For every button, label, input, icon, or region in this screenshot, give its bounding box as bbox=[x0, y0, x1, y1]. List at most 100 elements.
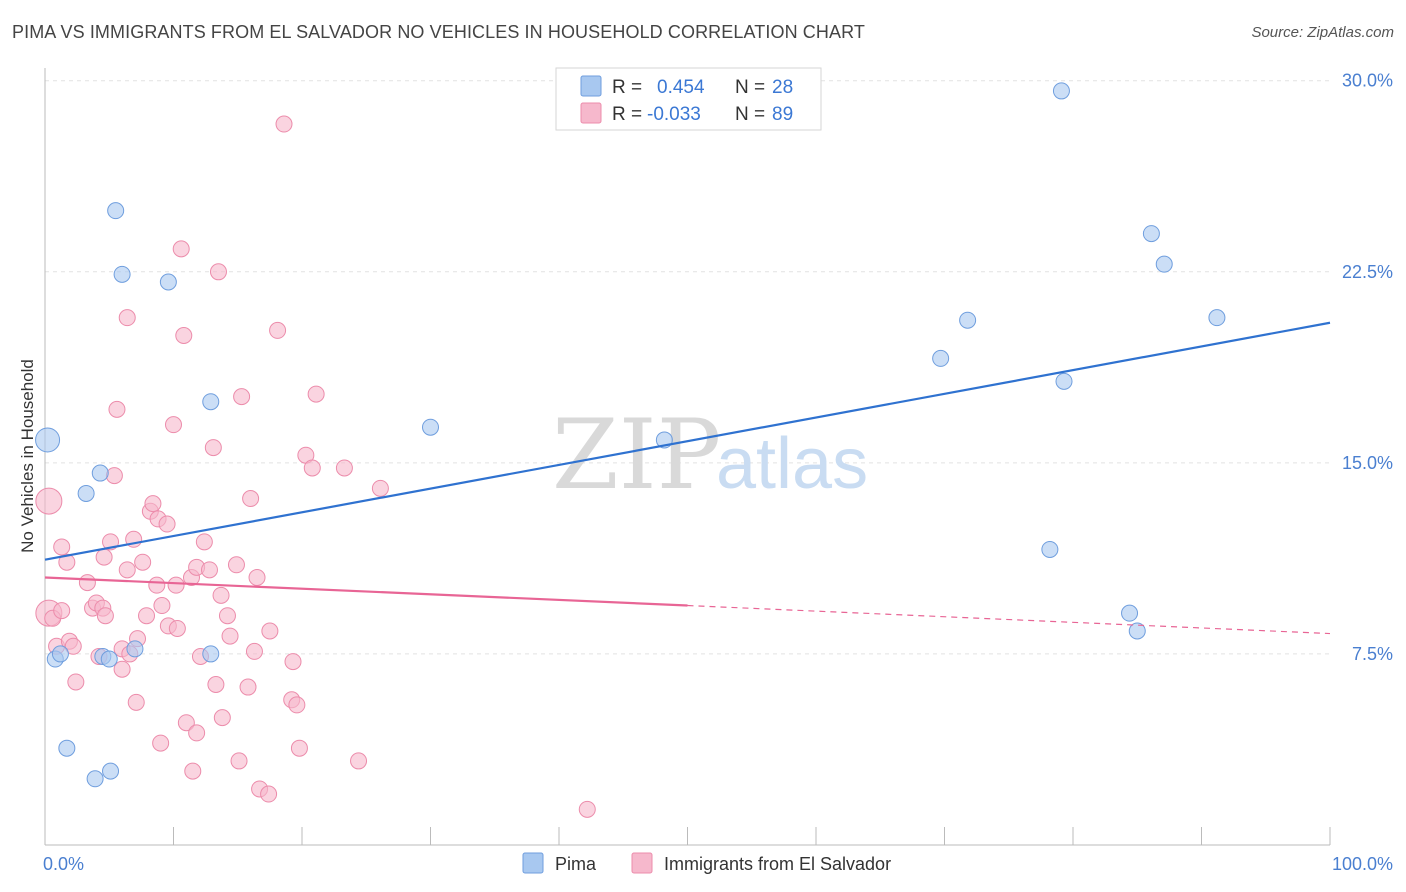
point-el-salvador bbox=[212, 586, 230, 604]
point-el-salvador bbox=[269, 321, 287, 339]
point-pima bbox=[159, 273, 177, 291]
x-tick-label-min: 0.0% bbox=[43, 854, 84, 874]
point-el-salvador bbox=[172, 240, 190, 258]
point-el-salvador bbox=[284, 653, 302, 671]
point-pima bbox=[126, 640, 144, 658]
watermark-atlas: atlas bbox=[716, 424, 868, 504]
point-el-salvador bbox=[127, 693, 145, 711]
point-el-salvador bbox=[213, 709, 231, 727]
point-el-salvador bbox=[148, 576, 166, 594]
legend-bottom: Pima Immigrants from El Salvador bbox=[522, 852, 891, 874]
point-pima bbox=[932, 349, 950, 367]
point-el-salvador bbox=[578, 800, 596, 818]
point-el-salvador bbox=[134, 553, 152, 571]
point-el-salvador bbox=[184, 762, 202, 780]
point-el-salvador bbox=[261, 622, 279, 640]
point-el-salvador bbox=[96, 607, 114, 625]
point-pima bbox=[202, 393, 220, 411]
x-tick-label-max: 100.0% bbox=[1332, 854, 1393, 874]
legend-n-value-2: 89 bbox=[772, 104, 793, 125]
bottom-legend-label-el-salvador: Immigrants from El Salvador bbox=[664, 854, 891, 874]
source-credit: Source: ZipAtlas.com bbox=[1251, 24, 1394, 41]
point-pima bbox=[100, 650, 118, 668]
point-pima bbox=[113, 265, 131, 283]
point-pima bbox=[1128, 622, 1146, 640]
point-el-salvador bbox=[200, 561, 218, 579]
point-el-salvador bbox=[204, 439, 222, 457]
point-pima bbox=[1052, 82, 1070, 100]
point-el-salvador bbox=[242, 490, 260, 508]
legend-n-label-2: N = bbox=[735, 104, 765, 125]
y-axis-title: No Vehicles in Household bbox=[18, 359, 37, 553]
point-el-salvador bbox=[245, 642, 263, 660]
point-el-salvador bbox=[350, 752, 368, 770]
point-el-salvador bbox=[275, 115, 293, 133]
bottom-legend-swatch-pima bbox=[522, 852, 544, 874]
point-el-salvador bbox=[118, 309, 136, 327]
point-pima bbox=[959, 311, 977, 329]
series-pima bbox=[35, 82, 1226, 788]
point-pima bbox=[51, 645, 69, 663]
point-el-salvador bbox=[78, 574, 96, 592]
legend-r-label-2: R = bbox=[612, 104, 642, 125]
point-el-salvador bbox=[64, 637, 82, 655]
point-el-salvador bbox=[67, 673, 85, 691]
point-el-salvador bbox=[152, 734, 170, 752]
watermark-zip: ZIP bbox=[552, 399, 721, 511]
point-el-salvador bbox=[138, 607, 156, 625]
point-el-salvador bbox=[53, 602, 71, 620]
point-el-salvador bbox=[371, 479, 389, 497]
point-el-salvador bbox=[167, 576, 185, 594]
point-pima bbox=[1041, 540, 1059, 558]
point-el-salvador bbox=[248, 569, 266, 587]
point-el-salvador bbox=[260, 785, 278, 803]
point-pima bbox=[1155, 255, 1173, 273]
series-immigrants-el-salvador bbox=[35, 115, 596, 818]
point-el-salvador bbox=[209, 263, 227, 281]
y-tick-label: 22.5% bbox=[1342, 262, 1393, 282]
legend-swatch-el-salvador bbox=[580, 102, 602, 124]
point-el-salvador bbox=[35, 487, 63, 515]
point-el-salvador bbox=[153, 597, 171, 615]
point-pima bbox=[1208, 309, 1226, 327]
point-pima bbox=[1055, 372, 1073, 390]
point-el-salvador bbox=[207, 676, 225, 694]
point-el-salvador bbox=[303, 459, 321, 477]
point-el-salvador bbox=[144, 495, 162, 513]
trend-line-el-salvador bbox=[44, 576, 688, 607]
point-pima bbox=[77, 484, 95, 502]
point-el-salvador bbox=[165, 416, 182, 434]
point-pima bbox=[202, 645, 220, 663]
legend-n-label-1: N = bbox=[735, 77, 765, 98]
point-el-salvador bbox=[113, 660, 131, 678]
legend-r-value-1: 0.454 bbox=[657, 77, 705, 98]
point-el-salvador bbox=[290, 739, 308, 757]
point-el-salvador bbox=[307, 385, 325, 403]
point-el-salvador bbox=[227, 556, 245, 574]
point-el-salvador bbox=[188, 724, 206, 742]
legend-top: R = 0.454 N = 28 R = -0.033 N = 89 bbox=[555, 67, 822, 131]
point-pima bbox=[58, 739, 76, 757]
trend-line-pima bbox=[44, 321, 1331, 561]
point-el-salvador bbox=[218, 607, 236, 625]
point-el-salvador bbox=[195, 533, 213, 551]
y-tick-label: 30.0% bbox=[1342, 71, 1393, 91]
y-tick-labels: 7.5% 15.0% 22.5% 30.0% bbox=[1342, 71, 1393, 664]
point-el-salvador bbox=[230, 752, 248, 770]
point-el-salvador bbox=[105, 467, 123, 485]
trend-lines bbox=[44, 321, 1331, 635]
y-tick-label: 7.5% bbox=[1352, 644, 1393, 664]
point-el-salvador bbox=[168, 619, 186, 637]
point-el-salvador bbox=[175, 326, 193, 344]
legend-n-value-1: 28 bbox=[772, 77, 793, 98]
x-tick-labels: 0.0% 100.0% bbox=[43, 854, 1393, 874]
point-el-salvador bbox=[233, 388, 251, 406]
point-pima bbox=[102, 762, 120, 780]
point-pima bbox=[86, 770, 104, 788]
watermark: ZIP atlas bbox=[552, 399, 868, 511]
point-el-salvador bbox=[58, 553, 76, 571]
point-pima bbox=[422, 418, 439, 436]
legend-r-label-1: R = bbox=[612, 77, 642, 98]
trend-line-el-salvador-extension bbox=[687, 604, 1331, 635]
